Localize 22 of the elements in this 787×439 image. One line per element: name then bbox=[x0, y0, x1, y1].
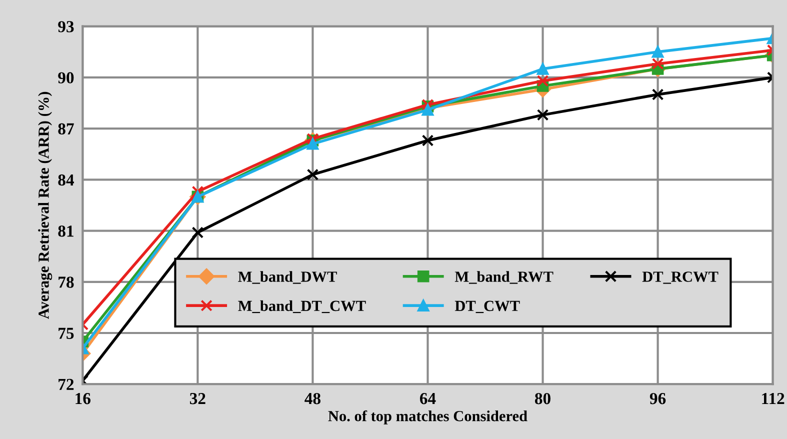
legend-label: M_band_DT_CWT bbox=[238, 300, 366, 314]
y-tick-label: 84 bbox=[58, 174, 74, 186]
y-tick-label: 87 bbox=[58, 123, 74, 135]
x-axis-title: No. of top matches Considered bbox=[328, 410, 528, 424]
y-tick-label: 90 bbox=[58, 72, 74, 84]
legend-label: DT_RCWT bbox=[642, 272, 718, 284]
x-tick-label: 16 bbox=[76, 392, 90, 404]
x-tick-label: 112 bbox=[762, 392, 784, 404]
x-tick-label: 32 bbox=[190, 392, 206, 404]
y-tick-label: 81 bbox=[58, 225, 74, 237]
legend-label: M_band_RWT bbox=[454, 271, 554, 284]
legend-label: DT_CWT bbox=[454, 300, 520, 314]
x-tick-label: 48 bbox=[304, 392, 320, 404]
y-tick-label: 72 bbox=[58, 378, 74, 390]
y-axis-title: Average Retrieval Rate (ARR) (%) bbox=[38, 92, 52, 320]
y-tick-label: 75 bbox=[58, 328, 74, 339]
legend-label: M_band_DWT bbox=[238, 271, 337, 284]
y-tick-label: 93 bbox=[58, 21, 74, 32]
x-tick-label: 96 bbox=[650, 392, 666, 404]
x-tick-label: 64 bbox=[420, 392, 436, 404]
y-tick-label: 78 bbox=[58, 276, 74, 288]
x-tick-label: 80 bbox=[534, 392, 550, 404]
